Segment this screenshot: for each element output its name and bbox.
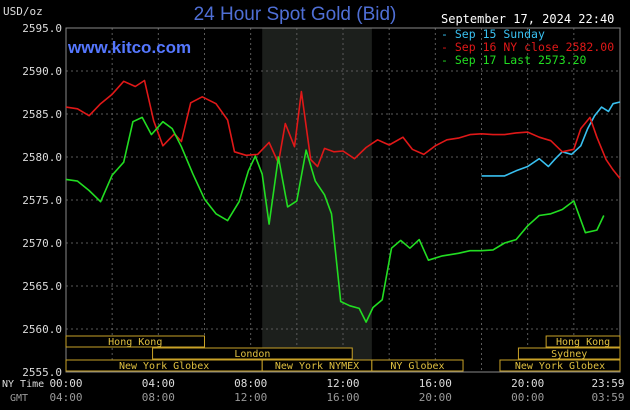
y-tick-label: 2560.0 [22,323,62,336]
timestamp: September 17, 2024 22:40 [441,12,615,26]
chart-grid [65,27,621,373]
legend-dash-sep15: - [441,27,448,41]
session-bar [517,347,621,360]
session-label: Sydney [551,349,587,360]
x-tick-gmt: 20:00 [419,391,452,404]
session-label: Hong Kong [108,337,162,348]
x-tick-ny: 00:00 [49,377,82,390]
legend-dash-sep16: - [441,40,448,54]
session-label: New York Globex [119,361,209,372]
session-label: NY Globex [390,361,444,372]
session-label: New York Globex [515,361,605,372]
session-bar [545,335,621,348]
legend-item-sep16: - Sep 16 NY close 2582.00 [441,40,614,54]
series-line-1 [65,79,621,180]
session-bar [371,359,464,372]
y-tick-label: 2555.0 [22,366,62,379]
price-series [65,79,621,323]
plot-frame [65,27,621,373]
x-tick-ny: 16:00 [419,377,452,390]
session-label: Hong Kong [556,337,610,348]
site-link[interactable]: www.kitco.com [68,38,192,57]
x-tick-gmt: 08:00 [142,391,175,404]
session-bar [65,335,205,348]
y-tick-label: 2590.0 [22,65,62,78]
chart-title: 24 Hour Spot Gold (Bid) [193,4,397,25]
x-axis-ticks: NY Time GMT 00:00 04:00 08:00 12:00 16:00 20:… [2,377,625,404]
y-tick-label: 2565.0 [22,280,62,293]
x-tick-ny: 12:00 [326,377,359,390]
y-axis-ticks: 2555.0 2560.0 2565.0 2570.0 2575.0 2580.0 2585… [22,22,62,379]
x-tick-gmt: 16:00 [326,391,359,404]
x-tick-ny: 20:00 [511,377,544,390]
y-tick-label: 2575.0 [22,194,62,207]
legend-item-sep17: - Sep 17 Last 2573.20 [441,53,586,67]
legend-dash-sep17: - [441,53,448,67]
legend-label-sep16: Sep 16 NY close 2582.00 [454,40,615,54]
legend-item-sep15: - Sep 15 Sunday [441,27,545,41]
x-tick-ny: 23:59 [591,377,624,390]
x-tick-ny: 08:00 [234,377,267,390]
y-tick-label: 2595.0 [22,22,62,35]
y-tick-label: 2585.0 [22,108,62,121]
x-tick-gmt: 03:59 [591,391,624,404]
session-bar [152,347,353,360]
session-label: London [234,349,270,360]
series-line-2 [65,116,605,323]
session-bar [499,359,621,372]
legend-label-sep17: Sep 17 Last 2573.20 [454,53,587,67]
y-tick-label: 2580.0 [22,151,62,164]
x-tick-gmt: 04:00 [49,391,82,404]
gmt-row-label: GMT [10,393,28,404]
series-line-0 [481,101,621,177]
ny-time-row-label: NY Time [2,379,44,390]
legend-label-sep15: Sep 15 Sunday [454,27,545,41]
x-tick-ny: 04:00 [142,377,175,390]
y-tick-label: 2570.0 [22,237,62,250]
y-axis-unit-label: USD/oz [3,5,43,18]
session-label: New York NYMEX [275,361,359,372]
x-tick-gmt: 12:00 [234,391,267,404]
x-tick-gmt: 00:00 [511,391,544,404]
